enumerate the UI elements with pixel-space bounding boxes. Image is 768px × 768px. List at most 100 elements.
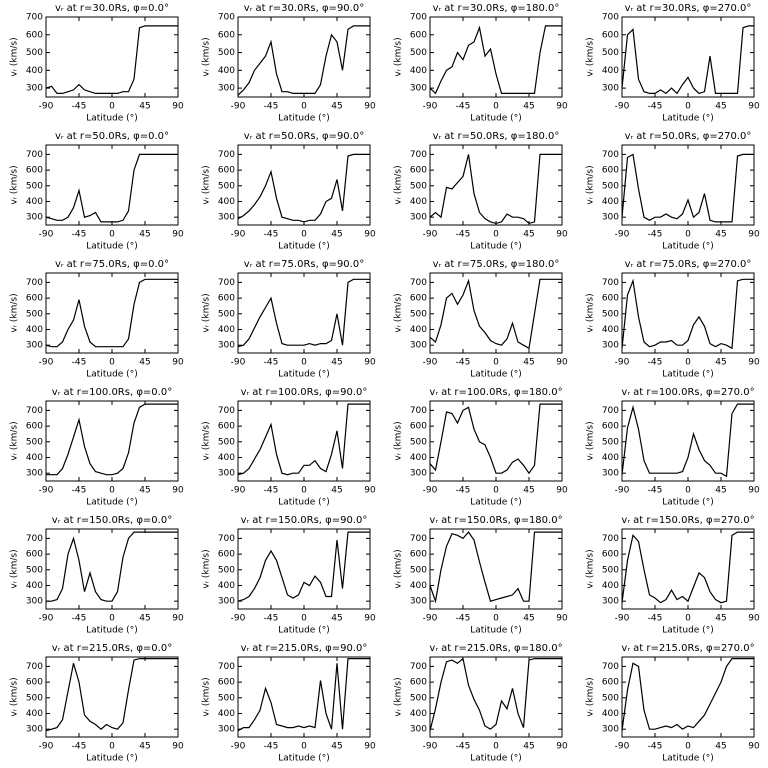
y-tick-label: 500 [602, 693, 619, 703]
x-tick-label: 45 [139, 742, 150, 752]
y-tick-label: 400 [218, 709, 235, 719]
x-tick-label: -45 [264, 486, 279, 496]
y-tick-label: 400 [26, 197, 43, 207]
x-tick-label: 0 [685, 230, 691, 240]
x-tick-label: 0 [301, 358, 307, 368]
y-tick-label: 300 [218, 725, 235, 735]
x-tick-label: -45 [264, 230, 279, 240]
panel-title: vᵣ at r=150.0Rs, φ=270.0° [621, 515, 754, 526]
x-axis-label: Latitude (°) [470, 626, 521, 636]
y-axis-label: vᵣ (km/s) [10, 421, 20, 460]
data-line [429, 153, 562, 225]
y-tick-label: 700 [218, 406, 235, 416]
y-tick-label: 300 [218, 597, 235, 607]
x-axis-label: Latitude (°) [86, 114, 137, 124]
y-tick-label: 700 [26, 534, 43, 544]
y-tick-label: 400 [218, 581, 235, 591]
y-tick-label: 700 [26, 662, 43, 672]
y-tick-label: 300 [602, 597, 619, 607]
plot-frame [45, 272, 179, 354]
plot-frame [429, 144, 563, 226]
x-tick-label: -45 [648, 742, 663, 752]
x-tick-label: -90 [423, 230, 438, 240]
y-tick-label: 700 [218, 534, 235, 544]
panel-title: vᵣ at r=215.0Rs, φ=0.0° [52, 643, 172, 654]
x-tick-label: -45 [456, 614, 471, 624]
plot-frame [237, 400, 371, 482]
y-axis-label: vᵣ (km/s) [10, 677, 20, 716]
y-tick-label: 400 [602, 66, 619, 76]
x-tick-label: 90 [172, 230, 184, 240]
plot-frame [429, 16, 563, 98]
y-axis-label: vᵣ (km/s) [10, 549, 20, 588]
y-axis-label: vᵣ (km/s) [202, 549, 212, 588]
y-tick-label: 600 [218, 166, 235, 176]
plot-frame [237, 272, 371, 354]
x-tick-label: 90 [748, 486, 760, 496]
x-tick-label: -90 [39, 230, 54, 240]
y-tick-label: 500 [218, 565, 235, 575]
y-tick-label: 600 [410, 678, 427, 688]
x-axis-label: Latitude (°) [86, 626, 137, 636]
x-tick-label: -45 [648, 102, 663, 112]
panel-title: vᵣ at r=75.0Rs, φ=180.0° [433, 259, 560, 270]
y-tick-label: 300 [218, 341, 235, 351]
x-tick-label: 45 [523, 358, 534, 368]
panel-title: vᵣ at r=100.0Rs, φ=270.0° [621, 387, 754, 398]
x-tick-label: -90 [615, 742, 630, 752]
x-tick-label: -45 [72, 102, 87, 112]
panel-title: vᵣ at r=215.0Rs, φ=90.0° [241, 643, 368, 654]
y-tick-label: 500 [410, 565, 427, 575]
x-tick-label: 0 [109, 614, 115, 624]
x-tick-label: -90 [39, 742, 54, 752]
data-line [429, 657, 562, 731]
y-tick-label: 700 [26, 13, 43, 23]
data-line [621, 278, 754, 350]
y-tick-label: 500 [26, 565, 43, 575]
y-tick-label: 500 [410, 48, 427, 58]
y-tick-label: 300 [26, 341, 43, 351]
y-tick-label: 400 [26, 709, 43, 719]
x-axis-label: Latitude (°) [662, 498, 713, 508]
y-tick-label: 300 [26, 213, 43, 223]
plot-frame [237, 656, 371, 738]
x-tick-label: -90 [423, 358, 438, 368]
x-tick-label: 0 [109, 230, 115, 240]
y-tick-label: 500 [602, 437, 619, 447]
y-tick-label: 400 [410, 66, 427, 76]
plot-frame [45, 400, 179, 482]
y-tick-label: 300 [410, 469, 427, 479]
panel-title: vᵣ at r=75.0Rs, φ=0.0° [55, 259, 169, 270]
plot-frame [237, 144, 371, 226]
x-tick-label: 45 [139, 358, 150, 368]
y-tick-label: 700 [602, 13, 619, 23]
x-tick-label: -90 [615, 614, 630, 624]
y-axis-label: vᵣ (km/s) [394, 677, 404, 716]
x-tick-label: 0 [109, 486, 115, 496]
y-tick-label: 500 [602, 565, 619, 575]
y-tick-label: 700 [410, 150, 427, 160]
y-tick-label: 400 [218, 325, 235, 335]
y-tick-label: 500 [602, 48, 619, 58]
plot-frame [237, 16, 371, 98]
y-tick-label: 300 [26, 469, 43, 479]
x-tick-label: -90 [231, 614, 246, 624]
x-tick-label: 45 [715, 742, 726, 752]
data-line [45, 25, 178, 94]
y-tick-label: 400 [602, 581, 619, 591]
y-tick-label: 400 [602, 453, 619, 463]
y-tick-label: 300 [410, 341, 427, 351]
x-tick-label: -45 [456, 486, 471, 496]
x-tick-label: -90 [423, 742, 438, 752]
x-tick-label: 0 [109, 358, 115, 368]
x-axis-label: Latitude (°) [278, 754, 329, 764]
panel-title: vᵣ at r=30.0Rs, φ=90.0° [244, 3, 364, 14]
panel-title: vᵣ at r=150.0Rs, φ=90.0° [241, 515, 368, 526]
x-tick-label: 45 [139, 102, 150, 112]
x-tick-label: 45 [715, 230, 726, 240]
data-line [237, 531, 370, 602]
data-line [621, 25, 754, 95]
y-axis-label: vᵣ (km/s) [394, 293, 404, 332]
x-axis-label: Latitude (°) [278, 114, 329, 124]
x-tick-label: 90 [748, 230, 760, 240]
